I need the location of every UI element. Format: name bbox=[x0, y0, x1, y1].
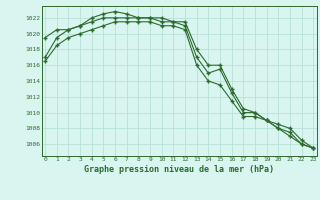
X-axis label: Graphe pression niveau de la mer (hPa): Graphe pression niveau de la mer (hPa) bbox=[84, 165, 274, 174]
